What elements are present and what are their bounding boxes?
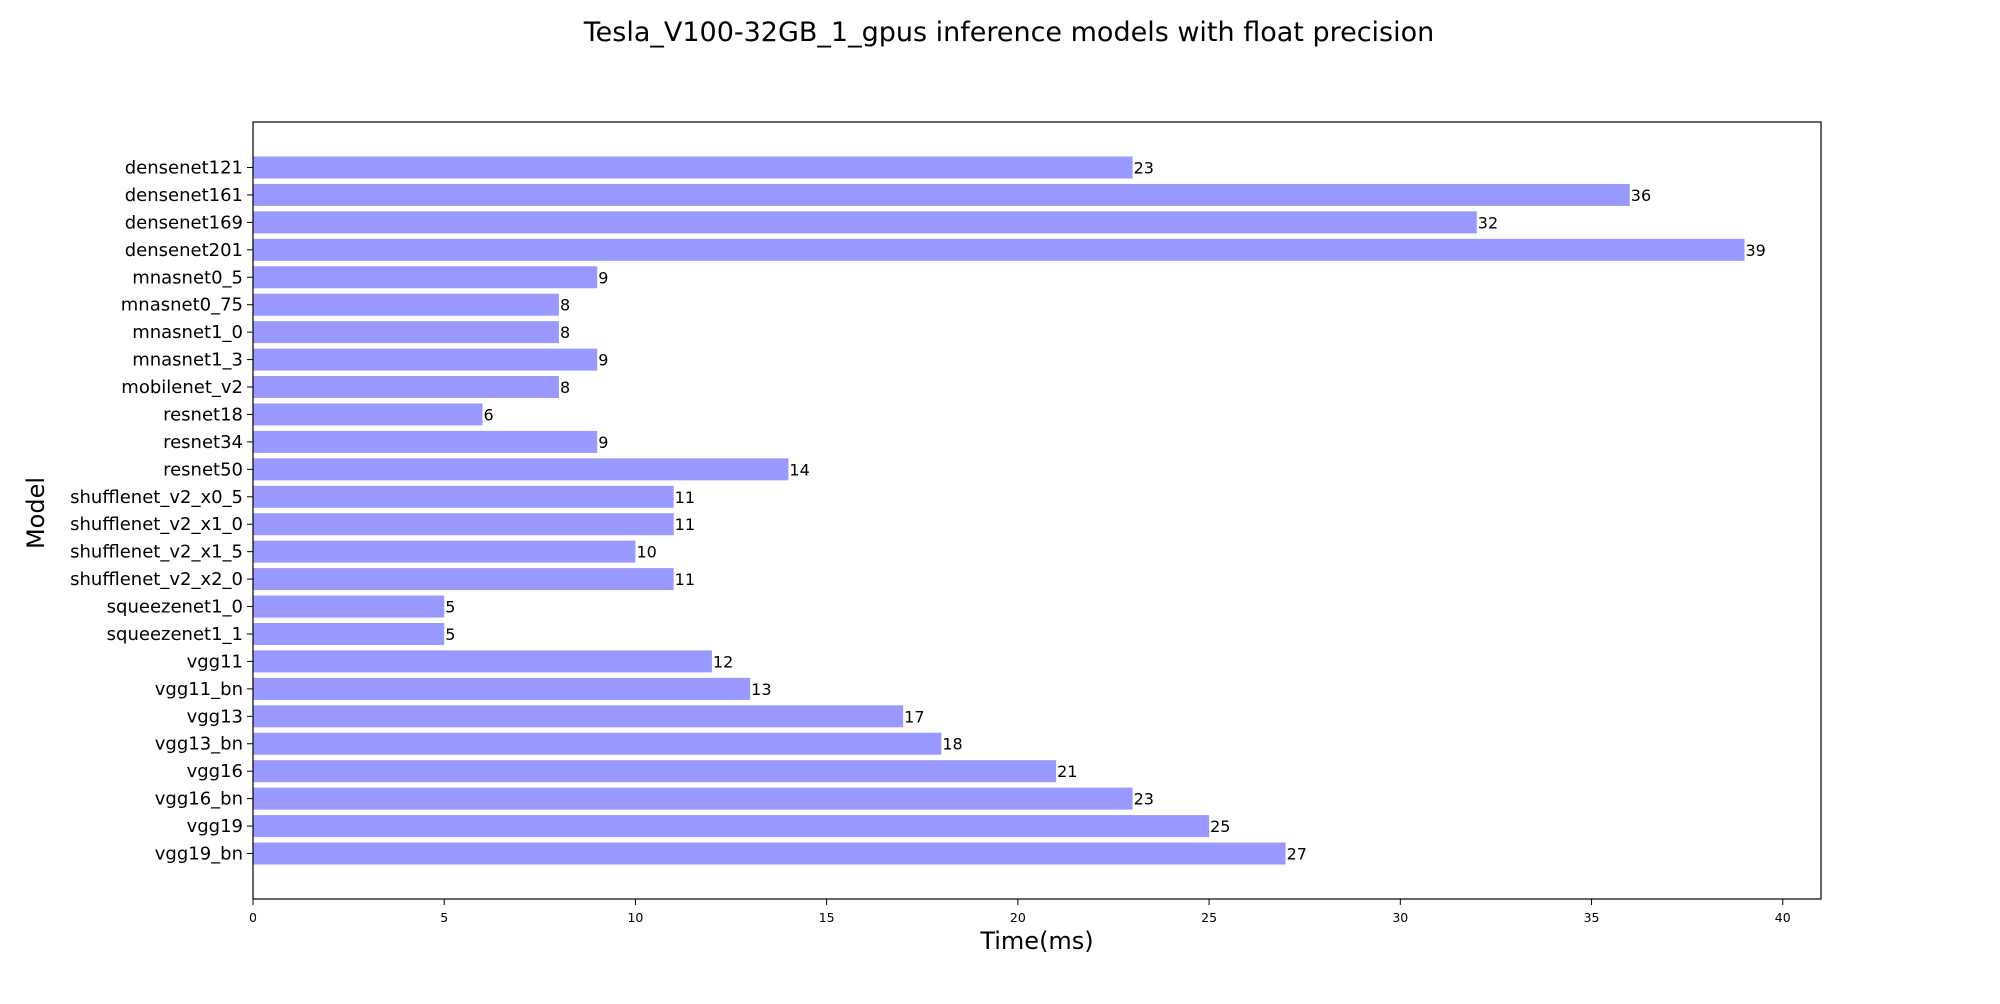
category-label-shufflenet_v2_x2_0: shufflenet_v2_x2_0 <box>70 569 243 590</box>
data-label-resnet50: 14 <box>789 460 809 479</box>
bar-resnet34 <box>253 430 598 453</box>
category-label-vgg13_bn: vgg13_bn <box>155 734 243 755</box>
data-label-densenet121: 23 <box>1134 159 1154 178</box>
bar-densenet201 <box>253 238 1745 261</box>
bar-shufflenet_v2_x0_5 <box>253 485 674 508</box>
bar-vgg11 <box>253 650 712 673</box>
category-label-mnasnet1_3: mnasnet1_3 <box>132 350 243 371</box>
category-label-resnet18: resnet18 <box>163 404 243 425</box>
plot-frame <box>252 121 1822 900</box>
bar-mnasnet0_5 <box>253 266 598 289</box>
category-label-resnet34: resnet34 <box>163 432 243 453</box>
x-tick-label: 5 <box>440 910 448 925</box>
data-label-densenet169: 32 <box>1478 213 1498 232</box>
x-tick-label: 10 <box>627 910 643 925</box>
bar-resnet50 <box>253 458 789 481</box>
data-label-densenet201: 39 <box>1746 241 1766 260</box>
bar-shufflenet_v2_x1_5 <box>253 540 636 563</box>
chart-title: Tesla_V100-32GB_1_gpus inference models … <box>583 17 1435 48</box>
data-label-resnet18: 6 <box>483 405 493 424</box>
bar-vgg16_bn <box>253 787 1133 810</box>
bar-shufflenet_v2_x2_0 <box>253 568 674 591</box>
category-label-mobilenet_v2: mobilenet_v2 <box>121 377 243 398</box>
category-label-vgg19: vgg19 <box>187 816 243 837</box>
category-label-densenet121: densenet121 <box>125 158 243 179</box>
bar-resnet18 <box>253 403 483 426</box>
data-label-vgg13_bn: 18 <box>942 735 962 754</box>
category-label-mnasnet1_0: mnasnet1_0 <box>132 322 243 343</box>
bar-vgg19_bn <box>253 842 1286 865</box>
bar-mnasnet0_75 <box>253 293 559 316</box>
bar-vgg13_bn <box>253 732 942 755</box>
bar-vgg16 <box>253 760 1057 783</box>
data-label-squeezenet1_0: 5 <box>445 598 455 617</box>
bar-mnasnet1_3 <box>253 348 598 371</box>
data-label-vgg16: 21 <box>1057 762 1077 781</box>
category-label-vgg19_bn: vgg19_bn <box>155 844 243 865</box>
category-label-densenet161: densenet161 <box>125 185 243 206</box>
data-label-vgg13: 17 <box>904 707 924 726</box>
bar-vgg19 <box>253 815 1210 838</box>
data-label-densenet161: 36 <box>1631 186 1651 205</box>
data-label-vgg19_bn: 27 <box>1287 845 1307 864</box>
bars-layer <box>253 156 1745 865</box>
category-label-vgg16: vgg16 <box>187 761 243 782</box>
bar-squeezenet1_1 <box>253 622 445 645</box>
category-label-mnasnet0_75: mnasnet0_75 <box>121 295 243 316</box>
x-axis-ticks: 0 5 10 15 20 25 30 35 40 <box>249 899 1791 925</box>
data-label-vgg11: 12 <box>713 652 733 671</box>
category-label-shufflenet_v2_x0_5: shufflenet_v2_x0_5 <box>70 487 243 508</box>
category-label-vgg16_bn: vgg16_bn <box>155 789 243 810</box>
category-labels: densenet121 densenet161 densenet169 densene… <box>70 158 253 865</box>
x-tick-label: 35 <box>1584 910 1600 925</box>
x-tick-label: 15 <box>819 910 835 925</box>
value-labels: 23 36 32 39 9 8 8 9 8 6 9 14 11 11 10 11 5 5 12 13 17 18 21 23 2… <box>445 159 1766 864</box>
data-label-resnet34: 9 <box>598 433 608 452</box>
data-label-mobilenet_v2: 8 <box>560 378 570 397</box>
category-label-densenet201: densenet201 <box>125 240 243 261</box>
data-label-shufflenet_v2_x2_0: 11 <box>675 570 695 589</box>
data-label-mnasnet1_3: 9 <box>598 351 608 370</box>
x-tick-label: 20 <box>1010 910 1026 925</box>
category-label-shufflenet_v2_x1_5: shufflenet_v2_x1_5 <box>70 542 243 563</box>
bar-shufflenet_v2_x1_0 <box>253 513 674 536</box>
bar-densenet161 <box>253 183 1630 206</box>
x-tick-label: 30 <box>1392 910 1408 925</box>
x-tick-label: 40 <box>1775 910 1791 925</box>
category-label-resnet50: resnet50 <box>163 459 243 480</box>
x-tick-label: 25 <box>1201 910 1217 925</box>
y-axis-label: Model <box>22 477 50 549</box>
data-label-vgg19: 25 <box>1210 817 1230 836</box>
data-label-vgg16_bn: 23 <box>1134 790 1154 809</box>
data-label-mnasnet1_0: 8 <box>560 323 570 342</box>
x-axis-label: Time(ms) <box>979 927 1093 955</box>
bar-vgg13 <box>253 705 904 728</box>
x-tick-label: 0 <box>249 910 257 925</box>
data-label-mnasnet0_5: 9 <box>598 268 608 287</box>
category-label-squeezenet1_0: squeezenet1_0 <box>107 597 243 618</box>
bar-densenet169 <box>253 211 1477 234</box>
data-label-squeezenet1_1: 5 <box>445 625 455 644</box>
bar-mnasnet1_0 <box>253 321 559 344</box>
data-label-shufflenet_v2_x1_5: 10 <box>636 543 656 562</box>
bar-vgg11_bn <box>253 677 751 700</box>
data-label-mnasnet0_75: 8 <box>560 296 570 315</box>
bar-densenet121 <box>253 156 1133 179</box>
category-label-densenet169: densenet169 <box>125 212 243 233</box>
data-label-shufflenet_v2_x1_0: 11 <box>675 515 695 534</box>
category-label-shufflenet_v2_x1_0: shufflenet_v2_x1_0 <box>70 514 243 535</box>
category-label-vgg13: vgg13 <box>187 706 243 727</box>
category-label-mnasnet0_5: mnasnet0_5 <box>132 267 243 288</box>
bar-mobilenet_v2 <box>253 376 559 399</box>
data-label-vgg11_bn: 13 <box>751 680 771 699</box>
category-label-vgg11: vgg11 <box>187 651 243 672</box>
category-label-squeezenet1_1: squeezenet1_1 <box>107 624 243 645</box>
data-label-shufflenet_v2_x0_5: 11 <box>675 488 695 507</box>
bar-squeezenet1_0 <box>253 595 445 618</box>
category-label-vgg11_bn: vgg11_bn <box>155 679 243 700</box>
